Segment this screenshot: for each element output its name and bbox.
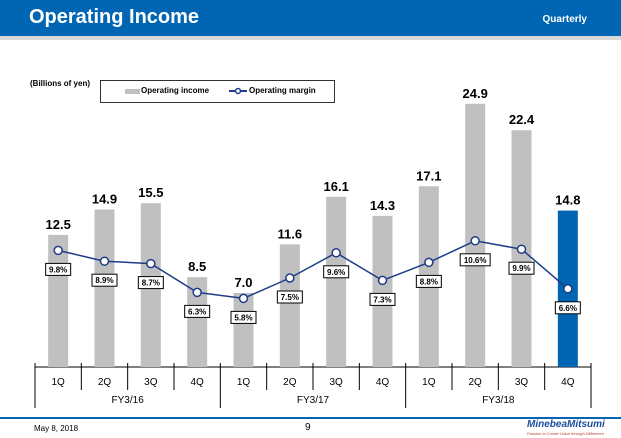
margin-point [285, 273, 295, 283]
bar-value-label: 8.5 [188, 259, 206, 274]
bar-value-label: 15.5 [138, 185, 163, 200]
bar-value-label: 12.5 [46, 217, 71, 232]
bar [279, 244, 300, 367]
margin-value-label: 6.6% [559, 304, 577, 313]
margin-value-label: 6.3% [188, 307, 206, 316]
margin-label-box [276, 290, 303, 304]
legend-line-label: Operating margin [249, 86, 316, 95]
x-tick-label: 1Q [237, 377, 251, 388]
x-tick-label: 2Q [283, 377, 297, 388]
bar-value-label: 17.1 [416, 168, 441, 183]
margin-label-box [508, 261, 535, 275]
margin-line [57, 240, 569, 300]
x-tick-label: 3Q [329, 377, 343, 388]
group-label: FY3/17 [297, 395, 330, 406]
margin-value-label: 10.6% [464, 256, 487, 265]
x-tick-label: 3Q [144, 377, 158, 388]
margin-point [99, 256, 110, 266]
page-number: 9 [305, 422, 311, 433]
bar [372, 215, 393, 367]
bar-value-label: 14.3 [370, 198, 395, 213]
bar [465, 103, 486, 367]
margin-value-label: 7.3% [373, 295, 391, 304]
group-label: FY3/16 [112, 395, 145, 406]
bar-value-label: 24.9 [463, 86, 488, 101]
x-tick-label: 4Q [376, 377, 390, 388]
period-label: Quarterly [542, 14, 587, 25]
company-logo: MinebeaMitsumi [527, 419, 605, 430]
bar-value-label: 14.9 [92, 192, 117, 207]
x-tick-label: 2Q [98, 377, 112, 388]
margin-point [53, 245, 63, 256]
legend-line-swatch [229, 87, 247, 95]
bar-value-label: 7.0 [234, 275, 252, 290]
margin-value-label: 5.8% [234, 313, 252, 322]
bar-value-label: 16.1 [324, 179, 349, 194]
margin-point [516, 244, 527, 254]
unit-label: (Billions of yen) [30, 79, 90, 88]
margin-label-box [554, 301, 581, 315]
bar-value-label: 22.4 [509, 112, 535, 127]
legend-bar-swatch [125, 89, 140, 94]
legend: Operating income Operating margin [100, 80, 335, 103]
bar [187, 277, 208, 367]
margin-label-box [230, 310, 257, 324]
margin-point [424, 257, 434, 268]
margin-value-label: 7.5% [281, 293, 299, 302]
x-tick-label: 2Q [468, 377, 482, 388]
margin-point [146, 258, 156, 269]
margin-label-box [415, 274, 442, 288]
x-tick-label: 3Q [515, 377, 529, 388]
margin-value-label: 9.9% [512, 264, 530, 273]
margin-value-label: 9.8% [49, 265, 67, 274]
margin-label-box [323, 265, 350, 279]
bar-value-label: 11.6 [278, 226, 303, 241]
margin-label-box [369, 292, 396, 306]
margin-value-label: 9.6% [327, 268, 345, 277]
bar [94, 209, 115, 367]
footer-date: May 8, 2018 [34, 424, 79, 433]
margin-value-label: 8.7% [142, 279, 160, 288]
x-tick-label: 1Q [51, 377, 65, 388]
header-divider [0, 36, 621, 40]
margin-point [238, 293, 249, 304]
footer-divider [0, 417, 621, 419]
legend-bar-label: Operating income [141, 86, 210, 95]
company-tagline: Passion to Create Value through Differen… [527, 431, 605, 436]
margin-point [470, 236, 480, 246]
bar [233, 293, 254, 367]
group-label: FY3/18 [482, 395, 515, 406]
x-tick-label: 4Q [190, 377, 204, 388]
x-tick-label: 4Q [561, 377, 575, 388]
margin-label-box [459, 253, 491, 267]
margin-point [377, 275, 388, 286]
margin-label-box [91, 273, 118, 287]
margin-point [192, 287, 202, 298]
bar [326, 196, 347, 367]
margin-label-box [184, 304, 211, 318]
margin-value-label: 8.8% [420, 277, 438, 286]
margin-point [331, 248, 341, 258]
margin-label-box [137, 276, 164, 290]
header-bar: Operating Income Quarterly [0, 0, 621, 36]
x-tick-label: 1Q [422, 377, 436, 388]
page-title: Operating Income [29, 6, 200, 28]
margin-label-box [45, 262, 72, 276]
margin-point [563, 284, 573, 294]
bar-value-label: 14.8 [555, 193, 580, 208]
margin-value-label: 8.9% [95, 276, 113, 285]
